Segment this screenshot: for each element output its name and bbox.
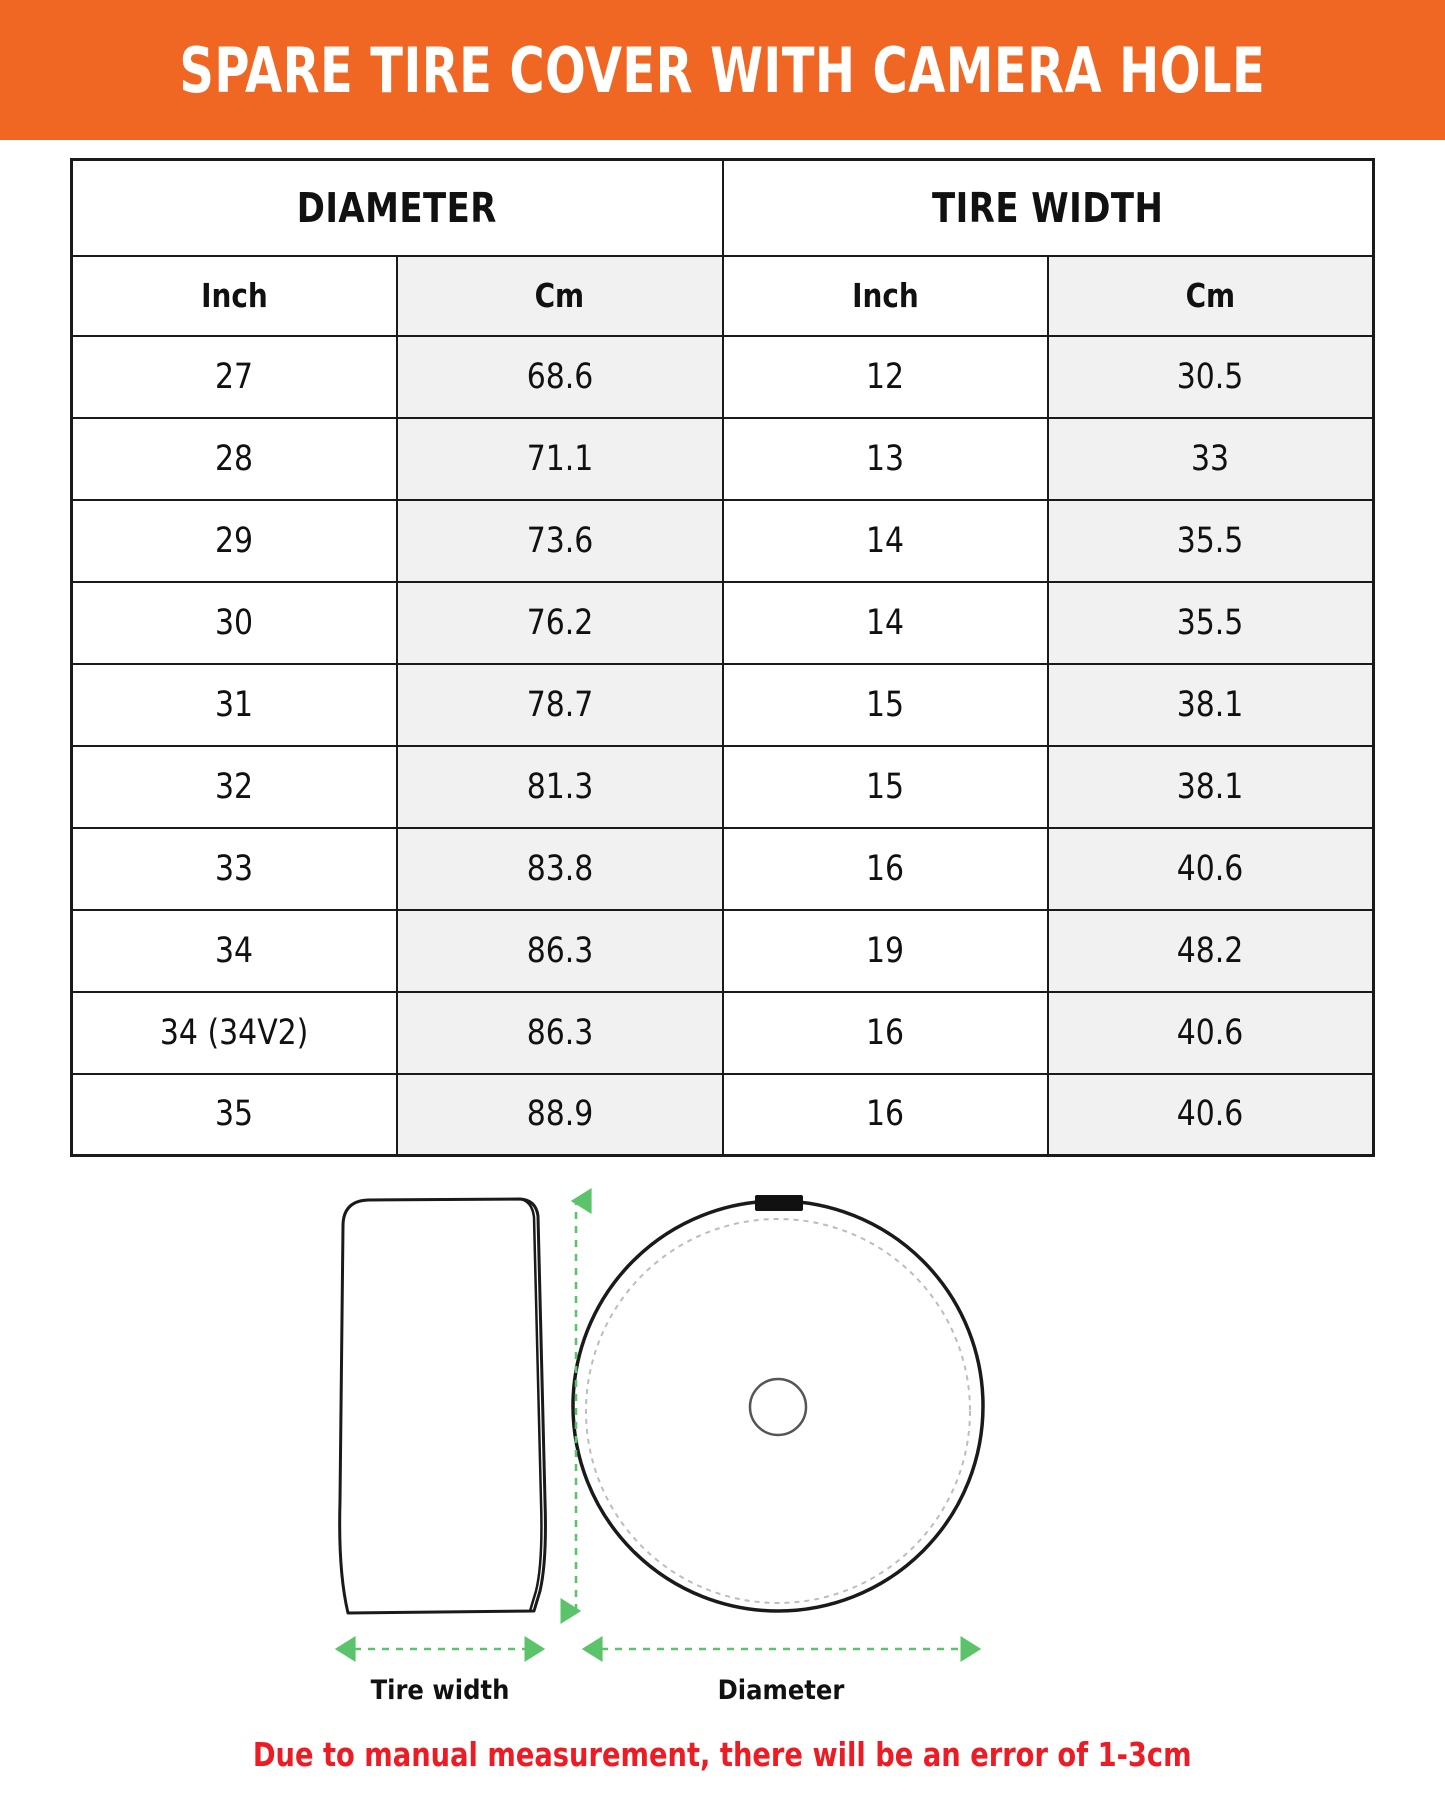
table-row: 32 81.3 15 38.1 <box>70 744 1375 829</box>
sub-header-row: Inch Cm Inch Cm <box>70 254 1375 337</box>
group-header-diameter: DIAMETER <box>70 158 724 257</box>
table-row: 34 86.3 19 48.2 <box>70 908 1375 993</box>
cell-width-inch: 19 <box>721 908 1049 993</box>
sub-header-width-cm: Cm <box>1047 254 1375 337</box>
cell-diameter-inch: 31 <box>70 662 398 747</box>
cell-width-inch: 13 <box>721 416 1049 501</box>
size-table: DIAMETER TIRE WIDTH Inch Cm Inch <box>70 158 1375 1157</box>
cell-width-inch: 14 <box>721 498 1049 583</box>
cell-width-cm: 30.5 <box>1047 334 1375 419</box>
cell-width-inch: 15 <box>721 744 1049 829</box>
cell-diameter-inch: 28 <box>70 416 398 501</box>
cell-diameter-cm: 71.1 <box>396 416 724 501</box>
cell-width-cm: 48.2 <box>1047 908 1375 993</box>
cell-width-inch: 15 <box>721 662 1049 747</box>
size-table-head: DIAMETER TIRE WIDTH Inch Cm Inch <box>70 158 1375 337</box>
table-row: 35 88.9 16 40.6 <box>70 1072 1375 1157</box>
measurement-disclaimer: Due to manual measurement, there will be… <box>253 1735 1192 1774</box>
cell-width-inch: 16 <box>721 1072 1049 1157</box>
cell-diameter-cm: 68.6 <box>396 334 724 419</box>
page-title: SPARE TIRE COVER WITH CAMERA HOLE <box>179 33 1266 107</box>
cell-width-cm: 35.5 <box>1047 498 1375 583</box>
sub-header-diameter-cm: Cm <box>396 254 724 337</box>
tire-cover-side-view <box>338 1197 547 1615</box>
cell-diameter-inch: 35 <box>70 1072 398 1157</box>
tire-width-label: Tire width <box>371 1675 510 1706</box>
cell-width-inch: 16 <box>721 990 1049 1075</box>
cell-width-cm: 35.5 <box>1047 580 1375 665</box>
sub-header-width-inch: Inch <box>721 254 1049 337</box>
table-row: 33 83.8 16 40.6 <box>70 826 1375 911</box>
cell-diameter-inch: 29 <box>70 498 398 583</box>
tire-cover-front-view <box>571 1195 985 1613</box>
cell-diameter-inch: 30 <box>70 580 398 665</box>
cell-diameter-cm: 73.6 <box>396 498 724 583</box>
cell-diameter-cm: 88.9 <box>396 1072 724 1157</box>
table-row: 34 (34V2) 86.3 16 40.6 <box>70 990 1375 1075</box>
table-row: 28 71.1 13 33 <box>70 416 1375 501</box>
size-table-body: 27 68.6 12 30.5 28 71.1 13 33 29 73.6 14… <box>70 334 1375 1157</box>
measurement-diagram: Tire width Diameter <box>0 1171 1445 1731</box>
cell-width-cm: 40.6 <box>1047 826 1375 911</box>
cell-diameter-inch: 27 <box>70 334 398 419</box>
cell-diameter-inch: 34 <box>70 908 398 993</box>
size-table-wrapper: DIAMETER TIRE WIDTH Inch Cm Inch <box>0 140 1445 1157</box>
cell-diameter-cm: 86.3 <box>396 990 724 1075</box>
cell-width-inch: 12 <box>721 334 1049 419</box>
group-header-tire-width: TIRE WIDTH <box>721 158 1375 257</box>
cell-diameter-inch: 32 <box>70 744 398 829</box>
cell-width-cm: 38.1 <box>1047 662 1375 747</box>
sub-header-diameter-inch: Inch <box>70 254 398 337</box>
cell-width-inch: 14 <box>721 580 1049 665</box>
cell-width-cm: 38.1 <box>1047 744 1375 829</box>
cell-width-inch: 16 <box>721 826 1049 911</box>
cell-diameter-inch: 33 <box>70 826 398 911</box>
group-header-row: DIAMETER TIRE WIDTH <box>70 158 1375 257</box>
cell-diameter-inch: 34 (34V2) <box>70 990 398 1075</box>
table-row: 29 73.6 14 35.5 <box>70 498 1375 583</box>
diameter-label: Diameter <box>718 1675 845 1706</box>
cell-diameter-cm: 81.3 <box>396 744 724 829</box>
table-row: 27 68.6 12 30.5 <box>70 334 1375 419</box>
cell-diameter-cm: 76.2 <box>396 580 724 665</box>
cell-width-cm: 33 <box>1047 416 1375 501</box>
cell-width-cm: 40.6 <box>1047 990 1375 1075</box>
camera-hole-notch <box>755 1195 803 1211</box>
cell-diameter-cm: 86.3 <box>396 908 724 993</box>
cell-diameter-cm: 78.7 <box>396 662 724 747</box>
page-banner: SPARE TIRE COVER WITH CAMERA HOLE <box>0 0 1445 140</box>
table-row: 30 76.2 14 35.5 <box>70 580 1375 665</box>
camera-hole <box>748 1377 808 1437</box>
cell-diameter-cm: 83.8 <box>396 826 724 911</box>
cell-width-cm: 40.6 <box>1047 1072 1375 1157</box>
table-row: 31 78.7 15 38.1 <box>70 662 1375 747</box>
